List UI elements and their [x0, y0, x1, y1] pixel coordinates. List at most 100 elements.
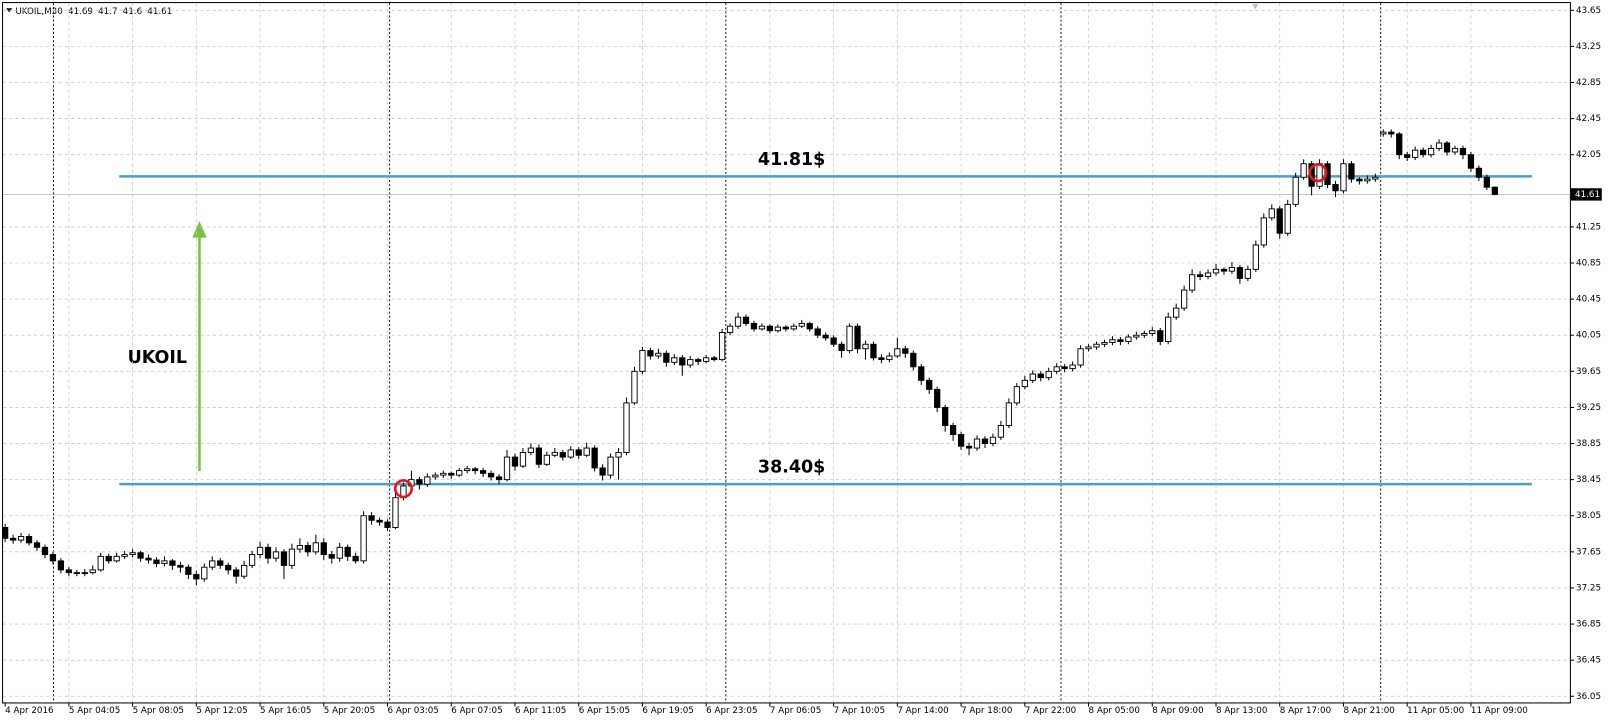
candle-body	[527, 447, 535, 454]
y-tick-label: 41.25	[1576, 222, 1601, 232]
candle-body	[591, 447, 598, 469]
candle-body	[479, 470, 487, 474]
candle-body	[89, 569, 96, 574]
candle-body	[942, 406, 949, 426]
candle-body	[1053, 366, 1060, 372]
x-tick-label: 6 Apr 11:05	[515, 706, 566, 716]
y-tick-label: 36.05	[1576, 692, 1601, 702]
x-tick-label: 7 Apr 18:00	[961, 706, 1012, 716]
y-tick-label: 43.65	[1576, 6, 1601, 16]
candle-body	[1292, 176, 1299, 205]
candle-body	[129, 552, 136, 556]
y-tick-label: 37.65	[1576, 547, 1601, 557]
candle-body	[957, 434, 965, 447]
candle-body	[639, 350, 646, 372]
x-tick-label: 6 Apr 03:05	[388, 706, 439, 716]
candle-body	[1451, 147, 1459, 153]
candle-body	[256, 546, 264, 556]
candle-body	[312, 542, 319, 553]
candle-body	[320, 542, 327, 556]
candle-body	[989, 436, 997, 444]
candle-body	[1268, 208, 1275, 219]
candle-body	[1005, 402, 1013, 426]
candle-body	[121, 554, 128, 557]
candle-body	[1404, 154, 1411, 158]
candle-body	[894, 348, 901, 357]
candle-body	[272, 551, 280, 559]
candle-body	[1300, 163, 1307, 178]
candle-body	[1332, 184, 1339, 192]
candle-body	[631, 370, 638, 404]
candle-body	[997, 425, 1005, 438]
candle-body	[1467, 154, 1475, 169]
candle-body	[264, 546, 272, 559]
candle-body	[185, 566, 192, 575]
y-tick-label: 39.25	[1576, 403, 1601, 413]
y-tick-label: 36.45	[1576, 656, 1601, 666]
y-tick-label: 40.05	[1576, 331, 1601, 341]
candle-body	[551, 452, 558, 456]
candle-body	[1356, 178, 1363, 182]
x-tick-label: 7 Apr 22:00	[1025, 706, 1076, 716]
candle-body	[304, 545, 311, 553]
x-tick-label: 5 Apr 08:05	[133, 706, 184, 716]
candle-body	[671, 357, 678, 363]
x-tick-label: 4 Apr 2016	[5, 706, 53, 716]
y-tick-label: 38.45	[1576, 475, 1601, 485]
candle-body	[456, 470, 463, 476]
candle-body	[663, 352, 670, 363]
candle-body	[1412, 149, 1419, 158]
candle-body	[57, 560, 65, 571]
candle-body	[1077, 348, 1084, 366]
candle-body	[416, 479, 423, 485]
candle-body	[360, 515, 367, 562]
x-tick-label: 6 Apr 23:05	[706, 706, 757, 716]
candle-body	[981, 438, 989, 444]
candle-body	[798, 323, 805, 327]
candle-body	[280, 551, 288, 566]
candle-body	[113, 555, 120, 562]
candle-body	[1149, 330, 1156, 334]
candle-body	[1021, 379, 1028, 388]
candle-body	[790, 325, 797, 330]
candle-body	[878, 357, 885, 361]
candle-body	[695, 359, 702, 362]
y-tick-label: 42.45	[1576, 114, 1601, 124]
arrow-head	[192, 221, 207, 238]
candle-body	[1260, 217, 1267, 246]
candle-body	[711, 357, 718, 361]
candle-body	[559, 452, 566, 458]
candle-body	[1459, 147, 1467, 156]
candle-body	[1085, 346, 1092, 350]
candle-body	[1435, 142, 1443, 149]
candle-body	[432, 474, 439, 478]
y-tick-label: 42.85	[1576, 78, 1601, 88]
candle-body	[575, 449, 582, 456]
candle-body	[1212, 268, 1220, 274]
candle-body	[376, 519, 383, 523]
candle-body	[161, 560, 168, 565]
candle-body	[1236, 267, 1244, 279]
candle-body	[535, 447, 543, 465]
candle-body	[1364, 178, 1371, 182]
candle-body	[368, 515, 375, 521]
candle-body	[1157, 330, 1164, 343]
period-separators	[52, 3, 1382, 703]
candle-body	[49, 554, 57, 562]
candle-body	[25, 536, 33, 544]
candle-body	[1228, 267, 1236, 272]
x-tick-label: 5 Apr 20:05	[324, 706, 375, 716]
candle-body	[543, 454, 550, 465]
x-tick-label: 5 Apr 04:05	[69, 706, 120, 716]
candle-body	[440, 472, 447, 476]
candle-body	[910, 352, 917, 368]
y-tick-label: 37.25	[1576, 583, 1601, 593]
candle-body	[1165, 316, 1172, 343]
candle-body	[655, 352, 662, 357]
candle-body	[1443, 142, 1451, 153]
candle-body	[1013, 386, 1020, 404]
candle-body	[1029, 373, 1036, 381]
highlight-circle	[393, 479, 413, 499]
candle-body	[926, 379, 933, 390]
candle-body	[1101, 341, 1108, 345]
